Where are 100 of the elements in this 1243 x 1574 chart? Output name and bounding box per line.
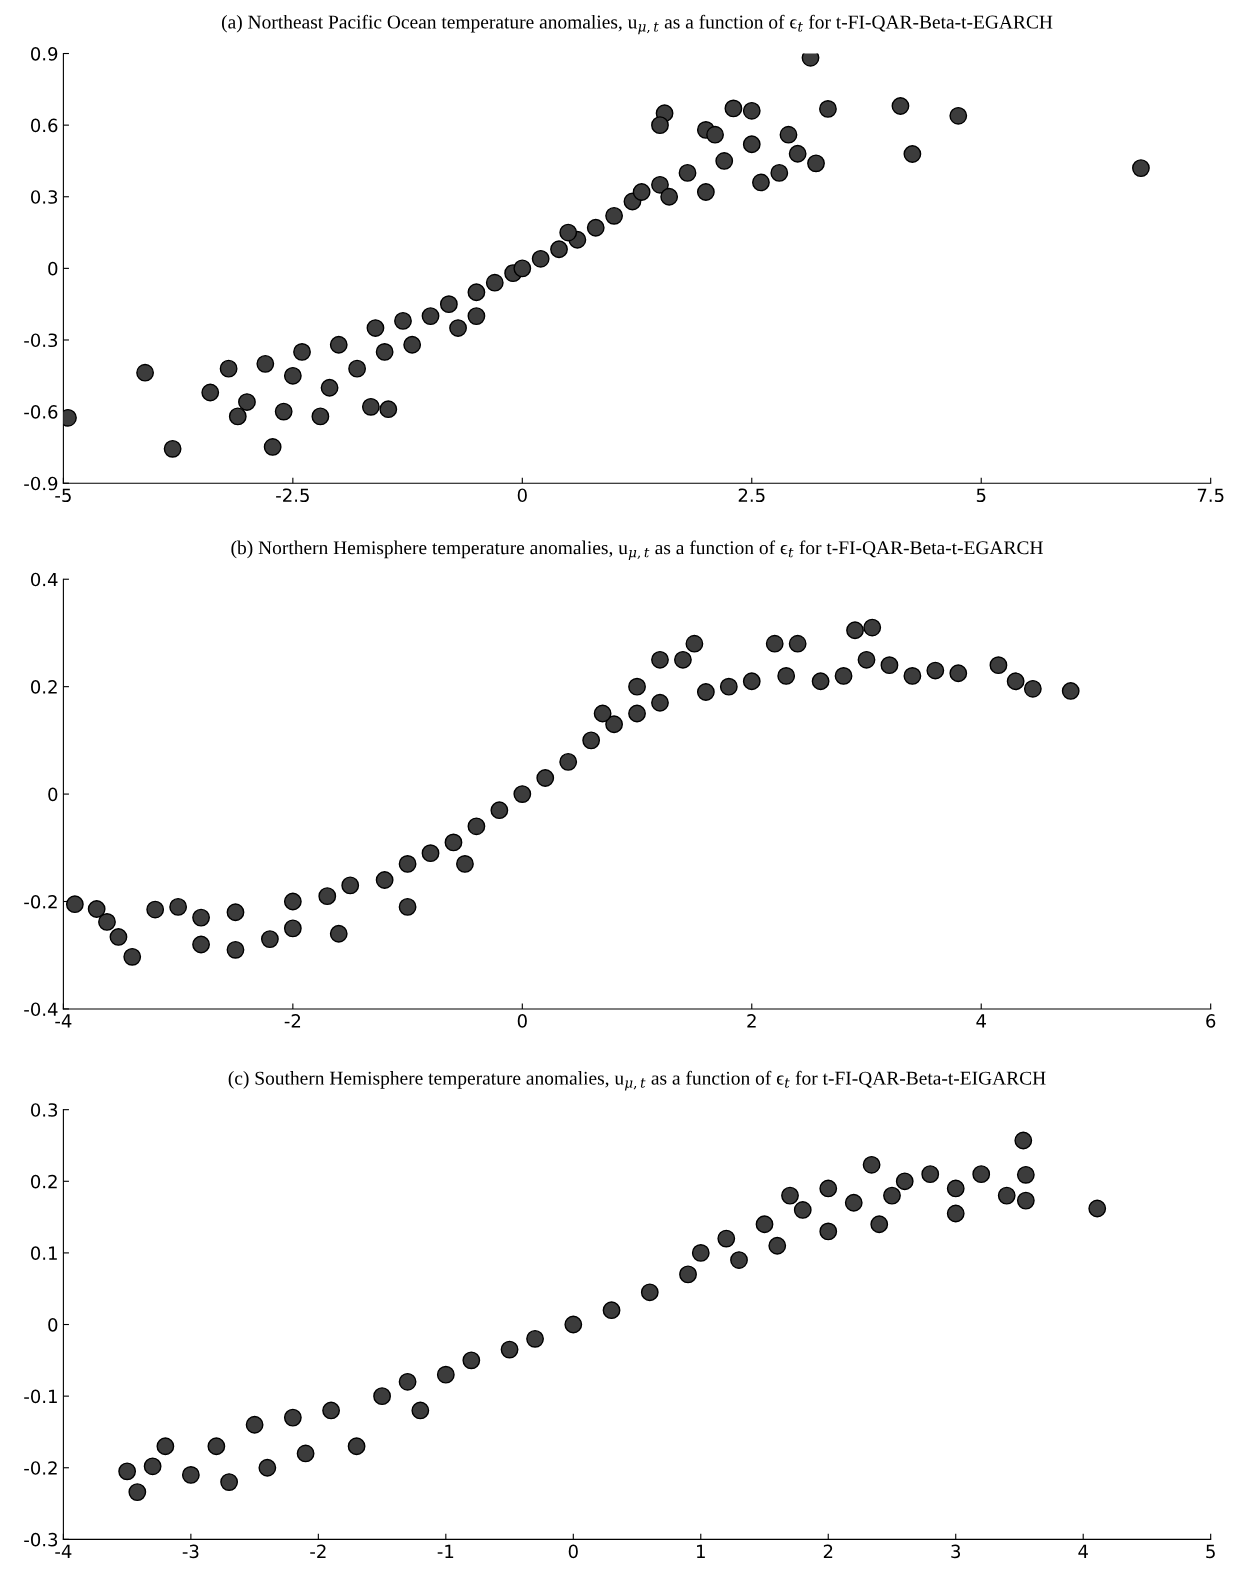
point [169,897,188,916]
x-tick-label: 7.5 [1197,488,1224,503]
point [946,1204,965,1223]
point [628,677,646,696]
point [245,1415,264,1434]
point [880,656,899,675]
point [467,817,486,836]
point [679,1265,697,1284]
point [526,1329,544,1348]
point [640,1283,659,1302]
point [691,1243,710,1262]
point [696,683,715,701]
x-tick-label: 0 [517,1014,527,1028]
point [793,1201,812,1219]
point [1016,1191,1035,1210]
point [730,1251,748,1269]
point [329,924,348,943]
point [207,1437,226,1456]
point [946,1179,965,1198]
point [949,664,968,683]
point [296,1444,315,1463]
point [156,1437,175,1456]
point [844,1193,863,1212]
point [347,1437,366,1456]
point [651,650,669,669]
point [1061,682,1080,700]
point [781,1186,799,1205]
point [490,801,509,820]
point [883,1186,901,1205]
x-tick-label: 4 [976,1014,986,1028]
point [258,1458,277,1477]
point [123,947,142,966]
point [341,876,360,895]
point [819,1222,838,1241]
point [1014,1131,1033,1150]
x-tick-label: -4 [55,1544,72,1558]
point [926,661,945,680]
point [1088,1199,1107,1218]
point [398,1372,417,1391]
point [989,656,1008,675]
x-tick-label: 1 [697,1544,705,1558]
point [863,618,882,637]
x-tick-label: -1 [437,1544,454,1558]
point [742,672,761,691]
y-tick-label: -0.3 [24,1532,58,1547]
point [870,1215,889,1234]
chart-title: (a) Northeast Pacific Ocean temperature anomalies, u$_{μ,t}$ as a function of ϵ$_{t}$ for t-FI-QAR-Beta-t-EGARCH [221,14,1053,35]
point [895,1172,914,1191]
x-tick-label: 2 [823,1544,833,1558]
y-tick-label: -0.2 [24,1461,57,1475]
point [87,900,106,918]
y-tick-label: 0.2 [31,1174,57,1189]
y-tick-label: -0.1 [24,1389,57,1404]
point [143,1457,162,1476]
point [605,715,624,734]
point [398,897,417,916]
x-tick-label: 5 [976,488,986,503]
x-tick-label: 0 [568,1544,578,1559]
chart-title: (c) Southern Hemisphere temperature anomalies, u$_{μ,t}$ as a function of ϵ$_{t}$ for t-FI-QAR-Beta-t-EIGARCH [228,1070,1046,1091]
point [857,650,876,669]
point [513,785,532,803]
point [651,693,669,712]
point [1023,679,1042,698]
point [1016,1165,1035,1184]
point [777,667,796,685]
point [220,1473,239,1491]
chart-title: (b) Northern Hemisphere temperature anomalies, u$_{μ,t}$ as a function of ϵ$_{t}$ for t-FI-QAR-Beta-t-EGARCH [231,540,1043,560]
y-tick-label: -0.6 [24,405,58,419]
point [318,887,337,906]
point [146,900,165,919]
x-tick-label: 2 [747,1014,756,1028]
point [997,1186,1016,1205]
point [65,895,84,914]
y-tick-label: -0.3 [24,333,58,348]
point [685,634,704,653]
point [260,930,279,949]
point [972,1165,991,1184]
y-tick-label: 0.3 [31,1103,58,1117]
point [283,919,302,938]
point [98,913,116,931]
y-tick-label: -0.4 [24,1002,58,1017]
x-tick-label: -2 [310,1544,326,1558]
point [765,634,784,653]
point [398,854,417,873]
x-tick-label: 4 [1078,1544,1088,1558]
point [421,844,440,863]
point [1006,672,1025,691]
x-tick-label: -2.5 [276,488,309,503]
point [674,650,692,669]
y-tick-label: 0.6 [31,118,58,133]
point [559,752,578,771]
point [819,1179,838,1198]
point [834,667,853,685]
point [192,908,210,927]
y-tick-label: 0.9 [31,46,58,61]
point [602,1301,621,1320]
x-tick-label: 6 [1206,1014,1216,1028]
point [375,871,394,889]
point [846,621,864,640]
point [811,672,830,691]
